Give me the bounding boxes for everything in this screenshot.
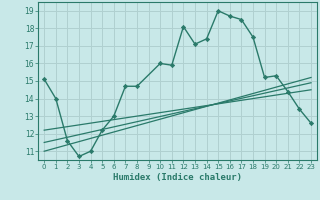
X-axis label: Humidex (Indice chaleur): Humidex (Indice chaleur) bbox=[113, 173, 242, 182]
